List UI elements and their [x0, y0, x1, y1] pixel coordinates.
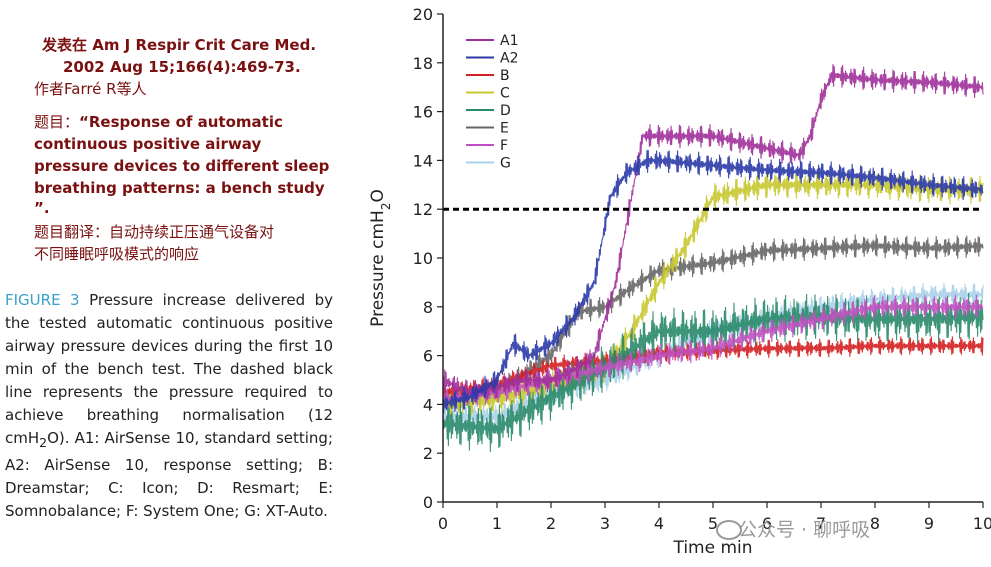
- y-tick-label: 8: [423, 298, 433, 317]
- y-tick-label: 16: [413, 103, 433, 122]
- y-tick-label: 2: [423, 444, 433, 463]
- legend-label-e: E: [500, 121, 509, 137]
- x-tick-label: 7: [816, 514, 826, 533]
- y-tick-label: 14: [413, 151, 433, 170]
- y-tick-label: 6: [423, 347, 433, 366]
- series-a2-line: [442, 149, 984, 414]
- y-tick-label: 18: [413, 54, 433, 73]
- legend-label-g: G: [500, 156, 511, 172]
- title-line-1: 题目：“Response of automatic: [34, 113, 283, 131]
- y-axis-label: Pressure cmH2O: [368, 189, 393, 327]
- series-d-line: [442, 292, 984, 453]
- y-tick-label: 0: [423, 493, 433, 512]
- legend-label-a2: A2: [500, 51, 518, 67]
- legend-label-c: C: [500, 86, 510, 102]
- x-tick-label: 4: [654, 514, 664, 533]
- title-line-4: breathing patterns: a bench study: [34, 179, 325, 197]
- source-line-3: 作者Farré R等人: [34, 80, 147, 98]
- x-tick-label: 2: [546, 514, 556, 533]
- x-tick-label: 1: [492, 514, 502, 533]
- y-tick-label: 12: [413, 200, 433, 219]
- title-line-5: ”.: [34, 199, 50, 217]
- figure-label: FIGURE 3: [5, 291, 80, 309]
- translation-line-1: 题目翻译：自动持续正压通气设备对: [34, 223, 275, 241]
- x-tick-label: 9: [924, 514, 934, 533]
- wechat-icon: [716, 520, 742, 540]
- x-axis-label: Time min: [672, 538, 752, 558]
- legend-label-d: D: [500, 103, 511, 119]
- x-tick-label: 6: [762, 514, 772, 533]
- legend-label-f: F: [500, 138, 508, 154]
- translation-line-2: 不同睡眠呼吸模式的响应: [34, 245, 200, 263]
- y-tick-label: 4: [423, 395, 433, 414]
- title-line-3: pressure devices to different sleep: [34, 157, 330, 175]
- left-panel: 发表在 Am J Respir Crit Care Med. 2002 Aug …: [0, 0, 350, 567]
- y-tick-label: 20: [413, 5, 433, 24]
- x-tick-label: 0: [438, 514, 448, 533]
- x-tick-label: 10: [973, 514, 991, 533]
- x-tick-label: 3: [600, 514, 610, 533]
- x-tick-label: 8: [870, 514, 880, 533]
- series-layer: [442, 64, 984, 453]
- legend-label-a1: A1: [500, 33, 518, 49]
- source-line-2: 2002 Aug 15;166(4):469-73.: [63, 58, 301, 76]
- source-line-1: 发表在 Am J Respir Crit Care Med.: [42, 36, 317, 54]
- title-line-2: continuous positive airway: [34, 135, 262, 153]
- y-tick-label: 10: [413, 249, 433, 268]
- watermark: 公众号 · 聊呼吸: [738, 519, 871, 541]
- series-f-line: [442, 294, 984, 410]
- legend-label-b: B: [500, 68, 510, 84]
- x-tick-label: 5: [708, 514, 718, 533]
- figure-caption: FIGURE 3 Pressure increase delivered by …: [5, 291, 333, 520]
- series-a1-line: [442, 64, 984, 403]
